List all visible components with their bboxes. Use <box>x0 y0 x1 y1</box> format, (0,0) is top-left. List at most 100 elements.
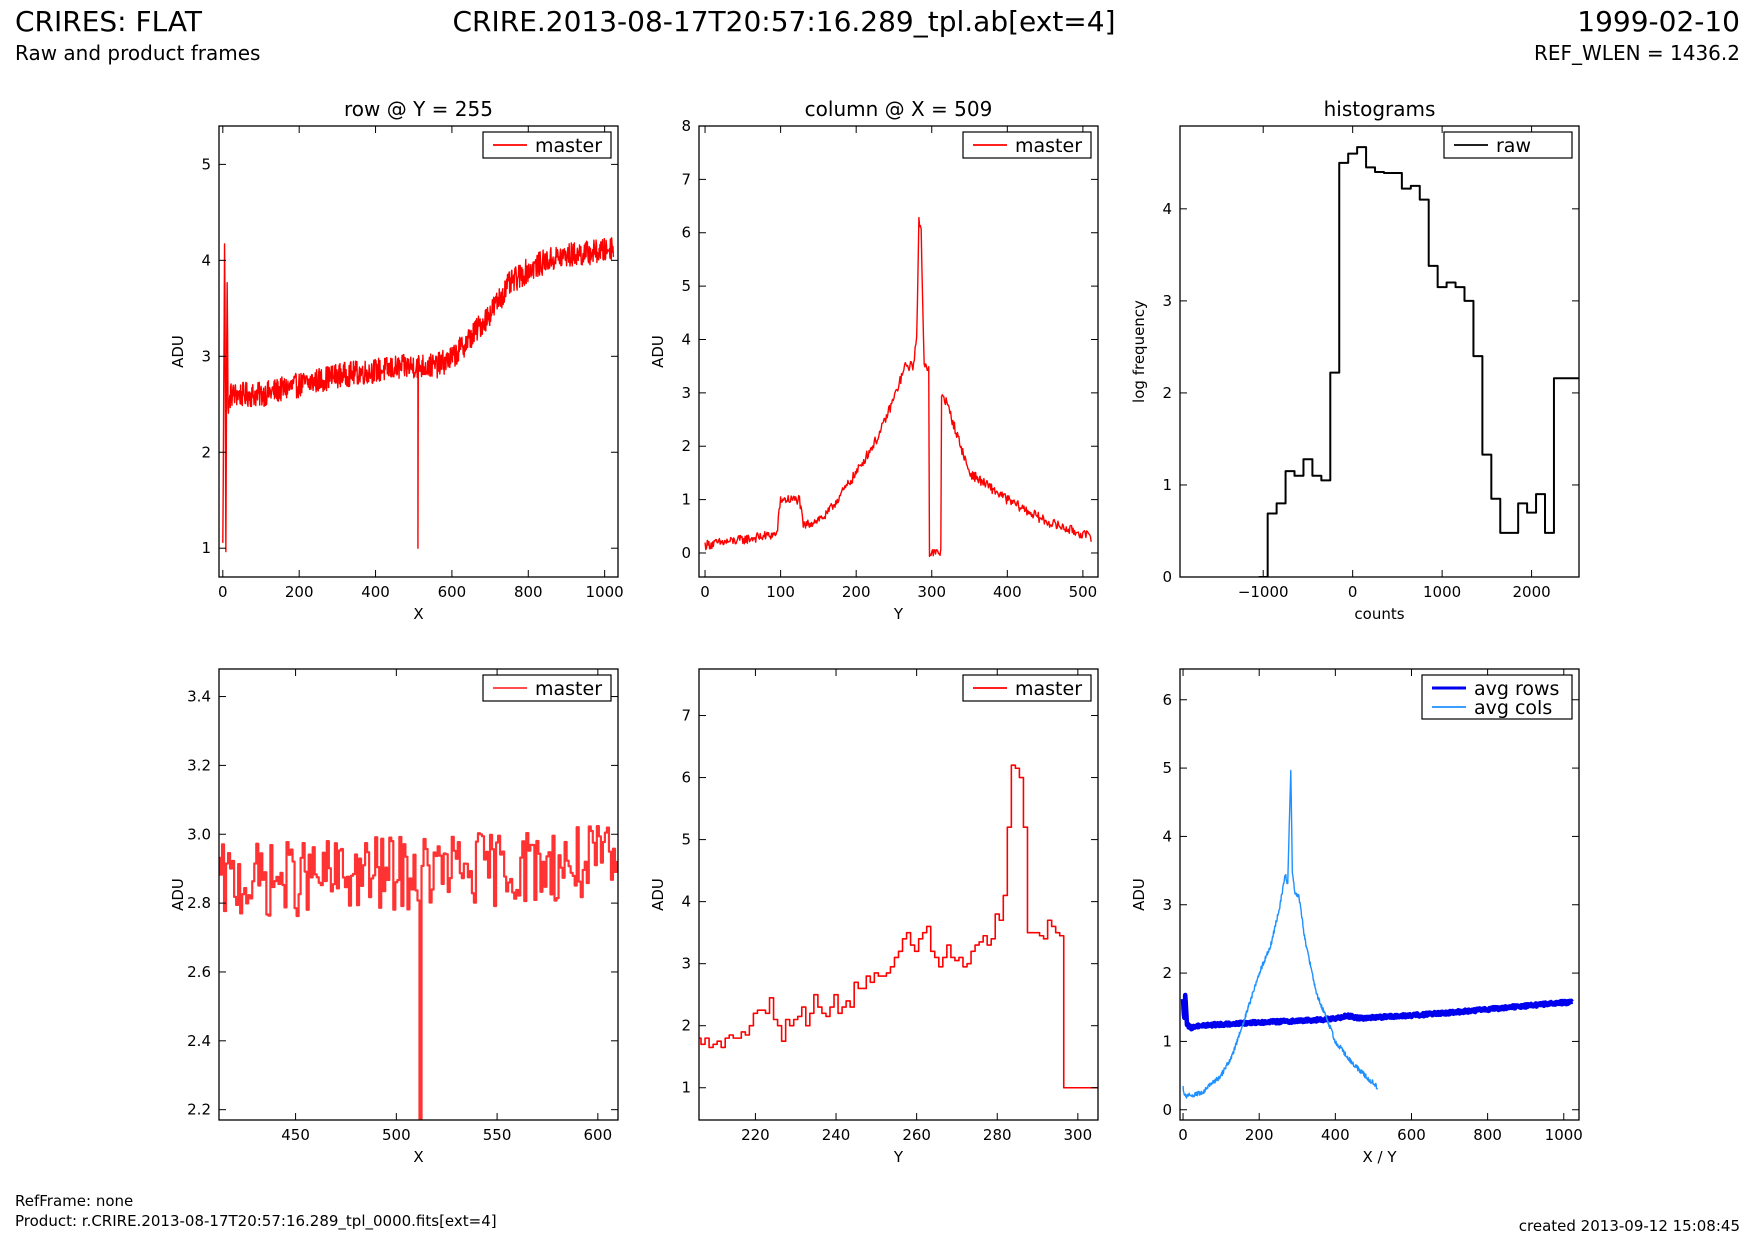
x-tick-label: 300 <box>1064 1126 1093 1144</box>
panel-title: histograms <box>1324 97 1436 121</box>
y-tick-label: 2 <box>201 443 211 461</box>
series-master <box>699 764 1098 1089</box>
legend: raw <box>1443 131 1573 159</box>
x-axis-label: Y <box>893 1148 904 1166</box>
header-date: 1999-02-10 <box>1577 5 1740 38</box>
y-tick-label: 2.6 <box>187 963 211 981</box>
y-axis-label: ADU <box>169 878 187 911</box>
panel-3: −1000 0 1000 2000 0 1 2 3 4 counts log frequency hi… <box>1130 97 1580 623</box>
legend: master <box>482 131 612 159</box>
legend-label: raw <box>1496 135 1531 157</box>
x-tick-label: 600 <box>584 1126 613 1144</box>
x-tick-label: 100 <box>766 583 795 601</box>
y-tick-label: 0 <box>1162 568 1172 586</box>
x-tick-label: 400 <box>1321 1126 1350 1144</box>
y-tick-label: 1 <box>201 539 211 557</box>
legend: master <box>482 674 612 702</box>
header-ref-wlen: REF_WLEN = 1436.2 <box>1533 41 1740 65</box>
y-tick-label: 0 <box>1162 1101 1172 1119</box>
panel-1: 0 200 400 600 800 1000 1 2 3 4 5 X ADU row @ Y = 255 m… <box>169 97 624 623</box>
x-tick-label: 500 <box>382 1126 411 1144</box>
x-tick-label: 200 <box>1245 1126 1274 1144</box>
x-tick-label: 400 <box>361 583 390 601</box>
footer-product: Product: r.CRIRE.2013-08-17T20:57:16.289… <box>15 1212 497 1230</box>
series-avg-cols <box>1182 769 1379 1099</box>
y-tick-label: 1 <box>681 1079 691 1097</box>
y-tick-label: 1 <box>681 491 691 509</box>
y-axis-label: ADU <box>169 335 187 368</box>
header-filename: CRIRE.2013-08-17T20:57:16.289_tpl.ab[ext… <box>452 5 1116 38</box>
legend-label: master <box>535 135 602 157</box>
plot-frame <box>698 125 1099 578</box>
y-tick-label: 1 <box>1162 476 1172 494</box>
y-axis-label: log frequency <box>1130 300 1148 403</box>
x-tick-label: 2000 <box>1512 583 1550 601</box>
y-tick-label: 2 <box>681 437 691 455</box>
y-axis-label: ADU <box>1130 878 1148 911</box>
x-tick-label: 600 <box>1397 1126 1426 1144</box>
legend: master <box>962 131 1092 159</box>
y-tick-label: 6 <box>681 769 691 787</box>
y-tick-label: 0 <box>681 544 691 562</box>
x-axis-label: X / Y <box>1362 1148 1397 1166</box>
y-tick-label: 3.2 <box>187 756 211 774</box>
x-axis-label: counts <box>1354 605 1404 623</box>
series-avg-rows <box>1180 992 1575 1032</box>
header-title: CRIRES: FLAT <box>15 5 202 38</box>
x-tick-label: 400 <box>993 583 1022 601</box>
x-tick-label: 220 <box>741 1126 770 1144</box>
series-master <box>222 237 615 553</box>
plot-frame <box>218 668 619 1121</box>
x-tick-label: 300 <box>917 583 946 601</box>
series-master <box>219 825 618 1120</box>
y-tick-label: 8 <box>681 117 691 135</box>
y-tick-label: 3 <box>1162 292 1172 310</box>
x-tick-label: 1000 <box>1545 1126 1583 1144</box>
y-tick-label: 4 <box>681 893 691 911</box>
y-tick-label: 5 <box>1162 759 1172 777</box>
legend: master <box>962 674 1092 702</box>
panel-6: 0 200 400 600 800 1000 0 1 2 3 4 5 6 X / Y ADU avg rows… <box>1130 668 1583 1166</box>
y-tick-label: 3 <box>201 347 211 365</box>
x-tick-label: 800 <box>514 583 543 601</box>
legend-label: avg cols <box>1474 697 1552 719</box>
x-tick-label: 1000 <box>1423 583 1461 601</box>
y-tick-label: 3.4 <box>187 688 211 706</box>
y-tick-label: 3.0 <box>187 825 211 843</box>
y-tick-label: 4 <box>681 330 691 348</box>
footer-refframe: RefFrame: none <box>15 1192 134 1210</box>
x-tick-label: 600 <box>438 583 467 601</box>
y-tick-label: 3 <box>1162 896 1172 914</box>
x-tick-label: 200 <box>285 583 314 601</box>
x-tick-label: 0 <box>218 583 228 601</box>
x-tick-label: 550 <box>483 1126 512 1144</box>
x-tick-label: 280 <box>983 1126 1012 1144</box>
panel-5: 220 240 260 280 300 1 2 3 4 5 6 7 Y ADU master <box>649 668 1099 1166</box>
y-tick-label: 2.2 <box>187 1101 211 1119</box>
series-master <box>704 216 1092 558</box>
legend-label: avg rows <box>1474 678 1559 700</box>
x-axis-label: X <box>413 1148 423 1166</box>
x-tick-label: 500 <box>1069 583 1098 601</box>
panel-2: 0 100 200 300 400 500 0 1 2 3 4 5 6 7 8 Y ADU column @ X … <box>649 97 1099 623</box>
footer-created: created 2013-09-12 15:08:45 <box>1518 1217 1740 1235</box>
y-tick-label: 2 <box>1162 384 1172 402</box>
x-tick-label: 0 <box>1348 583 1358 601</box>
y-tick-label: 2.8 <box>187 894 211 912</box>
y-tick-label: 2 <box>1162 964 1172 982</box>
x-tick-label: 240 <box>822 1126 851 1144</box>
panel-4: 450 500 550 600 2.2 2.4 2.6 2.8 3.0 3.2 3.4 X ADU mas… <box>169 668 619 1166</box>
legend-label: master <box>1015 135 1082 157</box>
y-tick-label: 5 <box>681 277 691 295</box>
legend-label: master <box>1015 678 1082 700</box>
y-tick-label: 5 <box>201 155 211 173</box>
y-tick-label: 3 <box>681 384 691 402</box>
x-tick-label: 0 <box>1178 1126 1188 1144</box>
y-tick-label: 6 <box>681 224 691 242</box>
y-tick-label: 5 <box>681 831 691 849</box>
y-tick-label: 2 <box>681 1017 691 1035</box>
y-tick-label: 4 <box>1162 827 1172 845</box>
x-tick-label: 260 <box>902 1126 931 1144</box>
